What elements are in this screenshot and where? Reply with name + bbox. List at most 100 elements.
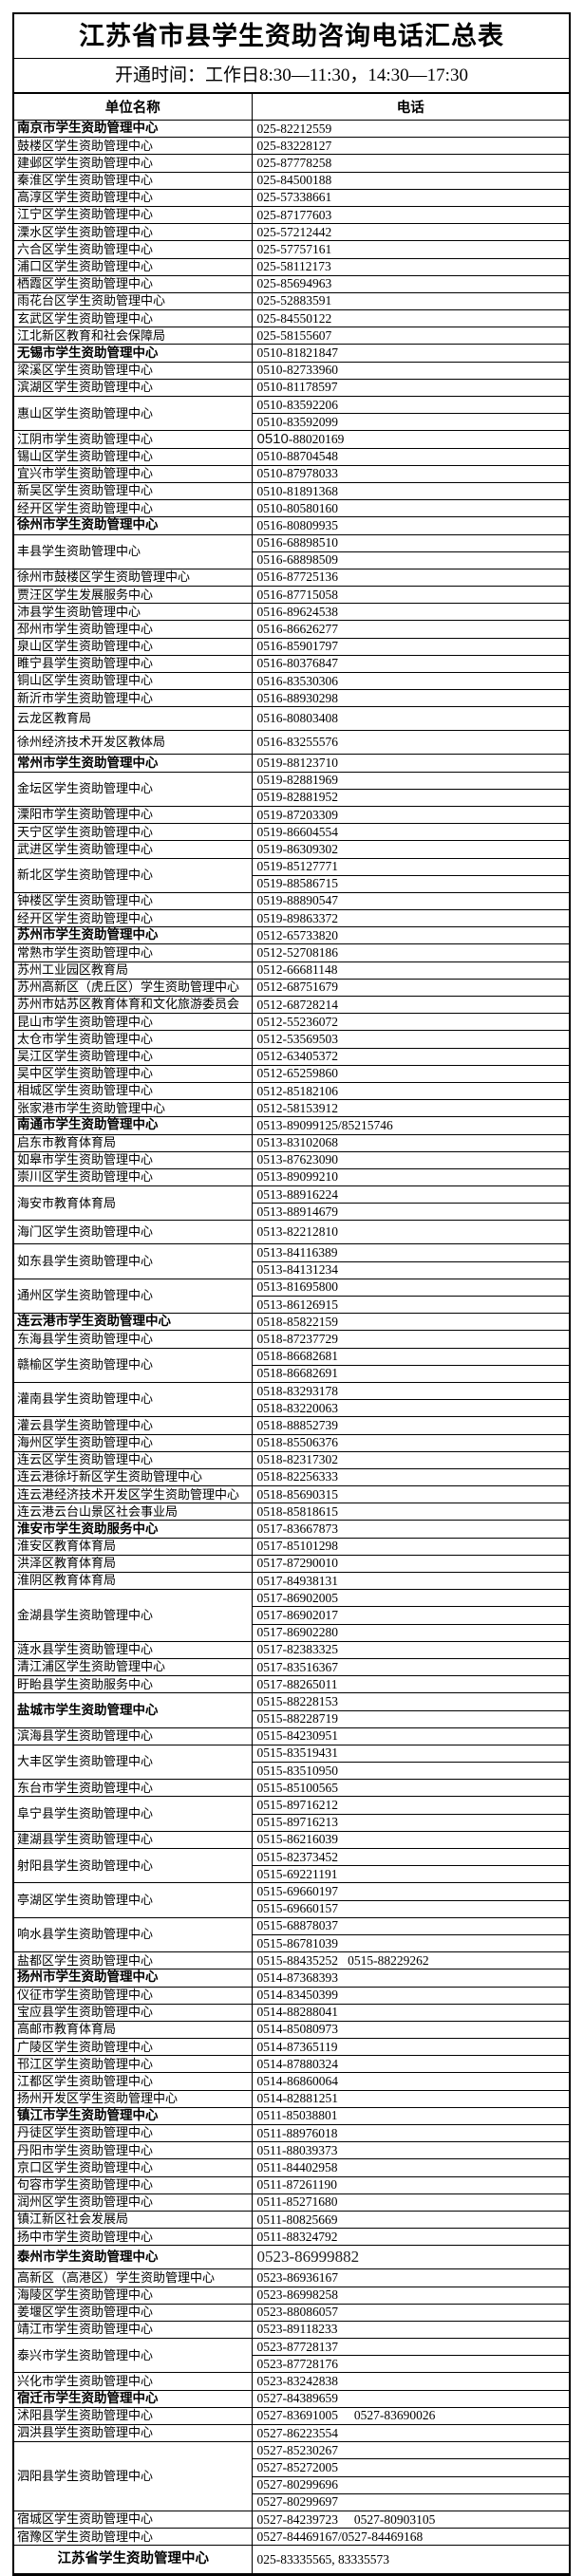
table-row: 沛县学生资助管理中心 0516-89624538 [14,603,569,622]
unit-cell: 新吴区学生资助管理中心 [14,481,253,501]
table-row: 淮阴区教育体育局 0517-84938131 [14,1571,569,1591]
phone-cell: 0518-83293178 [251,1381,569,1401]
phone-cell: 0517-83516367 [251,1657,569,1677]
table-row: 句容市学生资助管理中心 0511-87261190 [14,2175,569,2194]
phone-cell: 0512-53569503 [251,1030,569,1049]
unit-cell: 阜宁县学生资助管理中心 [14,1796,253,1832]
table-row: 鼓楼区学生资助管理中心 025-83228127 [14,137,569,156]
area-code: 0510 [256,431,289,448]
phone-cell: 0519-85127771 [251,857,569,876]
unit-cell: 太仓市学生资助管理中心 [14,1030,253,1049]
table-row: 0515-69221191 [14,1865,569,1884]
table-row: 赣榆区学生资助管理中心 0518-86682681 [14,1347,569,1383]
phone-cell: 0513-89099125/85215746 [251,1116,569,1135]
unit-cell: 涟水县学生资助管理中心 [14,1640,253,1659]
phone-cell: 0513-88914679 [252,1203,569,1222]
unit-cell: 姜堰区学生资助管理中心 [14,2303,253,2322]
unit-cell: 润州区学生资助管理中心 [14,2193,253,2212]
phone-cell: 0523-86936167 [251,2268,569,2287]
unit-cell: 清江浦区学生资助管理中心 [14,1657,253,1677]
phone-cell: 0518-85818615 [251,1503,569,1521]
column-header-unit: 单位名称 [14,93,253,121]
phone-cell: 0515-89716212 [251,1796,569,1815]
table-row: 仪征市学生资助管理中心 0514-83450399 [14,1986,569,2005]
unit-cell: 连云港经济技术开发区学生资助管理中心 [14,1485,253,1504]
table-row: 海州区学生资助管理中心 0518-85506376 [14,1433,569,1452]
phone-cell: 0511-88324792 [251,2228,569,2247]
phone-cell: 0515-84230951 [251,1727,569,1745]
phone-cell: 0517-88265011 [251,1675,569,1694]
table-row: 江北新区教育和社会保障局 025-58155607 [14,327,569,345]
unit-cell: 灌云县学生资助管理中心 [14,1416,253,1435]
unit-cell: 新沂市学生资助管理中心 [14,689,253,708]
phone-cell: 0513-84116389 [251,1243,569,1262]
unit-cell: 赣榆区学生资助管理中心 [14,1347,253,1383]
phone-cell: 0516-80803408 [251,706,569,732]
phone-cell: 0516-80376847 [251,654,569,674]
unit-cell: 亭湖区学生资助管理中心 [14,1882,253,1918]
table-row: 广陵区学生资助管理中心 0514-87365119 [14,2038,569,2057]
unit-cell: 经开区学生资助管理中心 [14,499,253,518]
phone-cell: 0527-86223554 [251,2423,569,2443]
table-row: 灌云县学生资助管理中心 0518-88852739 [14,1416,569,1435]
table-row: 靖江市学生资助管理中心 0523-89118233 [14,2320,569,2340]
table-row: 泗洪县学生资助管理中心 0527-86223554 [14,2423,569,2443]
phone-cell: 0519-82881952 [252,788,569,807]
table-row: 玄武区学生资助管理中心 025-84550122 [14,309,569,328]
unit-cell: 沭阳县学生资助管理中心 [14,2406,253,2426]
phone-cell: 0516-88930298 [251,689,569,708]
phone-cell: 0515-88228719 [252,1709,569,1728]
phone-cell: 0511-85038801 [251,2106,569,2126]
table-row: 0515-88228719 [14,1709,569,1728]
phone-cell: 0519-89863372 [251,909,569,928]
open-hours-subtitle: 开通时间：工作日8:30—11:30，14:30—17:30 [14,59,569,93]
unit-cell: 大丰区学生资助管理中心 [14,1744,253,1781]
unit-cell: 沛县学生资助管理中心 [14,603,253,622]
phone-cell: 0519-88586715 [252,874,569,893]
phone-cell: 0512-52708186 [251,943,569,962]
phone-cell: 025-82212559 [251,119,569,139]
unit-cell: 惠山区学生资助管理中心 [14,395,253,432]
table-row: 宿迁市学生资助管理中心 0527-84389659 [14,2389,569,2408]
phone-cell: 0518-87237729 [251,1330,569,1349]
unit-cell: 武进区学生资助管理中心 [14,840,253,859]
table-row: 常州市学生资助管理中心 0519-88123710 [14,754,569,773]
phone-cell: 0514-85080973 [251,2020,569,2040]
table-row: 高新区（高港区）学生资助管理中心 0523-86936167 [14,2268,569,2287]
table-row: 阜宁县学生资助管理中心 0515-89716212 [14,1796,569,1832]
page-title: 江苏省市县学生资助咨询电话汇总表 [14,14,569,59]
phone-cell: 025-87778258 [251,154,569,173]
phone-summary-table: 江苏省市县学生资助咨询电话汇总表 开通时间：工作日8:30—11:30，14:3… [12,12,571,2576]
table-row: 宝应县学生资助管理中心 0514-88288041 [14,2003,569,2022]
table-row: 连云港经济技术开发区学生资助管理中心 0518-85690315 [14,1485,569,1504]
phone-cell: 0513-84131234 [252,1260,569,1279]
unit-cell: 南京市学生资助管理中心 [14,119,253,139]
table-row: 徐州市学生资助管理中心 0516-80809935 [14,516,569,535]
table-row: 金湖县学生资助管理中心 0517-86902005 [14,1589,569,1642]
phone-cell: 025-84550122 [251,309,569,328]
table-row: 武进区学生资助管理中心 0519-86309302 [14,840,569,859]
unit-cell: 滨湖区学生资助管理中心 [14,378,253,398]
phone-cell: 0517-86902280 [252,1623,569,1642]
table-row: 丹阳市学生资助管理中心 0511-88039373 [14,2141,569,2160]
phone-cell: 0510-82733960 [251,361,569,380]
table-row: 如皋市学生资助管理中心 0513-87623090 [14,1150,569,1169]
table-row: 六合区学生资助管理中心 025-57757161 [14,240,569,259]
phone-cell: 0518-83220063 [252,1399,569,1418]
unit-cell: 崇川区学生资助管理中心 [14,1167,253,1187]
phone-cell: 025-57338661 [251,188,569,207]
phone-cell: 0515-86216039 [251,1830,569,1850]
table-row: 通州区学生资助管理中心 0513-81695800 [14,1278,569,1315]
unit-cell: 淮阴区教育体育局 [14,1571,253,1591]
unit-cell: 东海县学生资助管理中心 [14,1330,253,1349]
table-row: 泰兴市学生资助管理中心 0523-87728137 [14,2338,569,2374]
unit-cell: 常州市学生资助管理中心 [14,754,253,773]
table-row: 兴化市学生资助管理中心 0523-83242838 [14,2372,569,2391]
unit-cell: 徐州市学生资助管理中心 [14,516,253,535]
table-row: 苏州市姑苏区教育体育和文化旅游委员会 0512-68728214 [14,995,569,1015]
phone-cell: 0510-88704548 [251,447,569,466]
unit-cell: 南通市学生资助管理中心 [14,1116,253,1135]
table-row: 梁溪区学生资助管理中心 0510-82733960 [14,361,569,380]
unit-cell: 宝应县学生资助管理中心 [14,2003,253,2022]
phone-cell: 0512-68728214 [251,995,569,1015]
